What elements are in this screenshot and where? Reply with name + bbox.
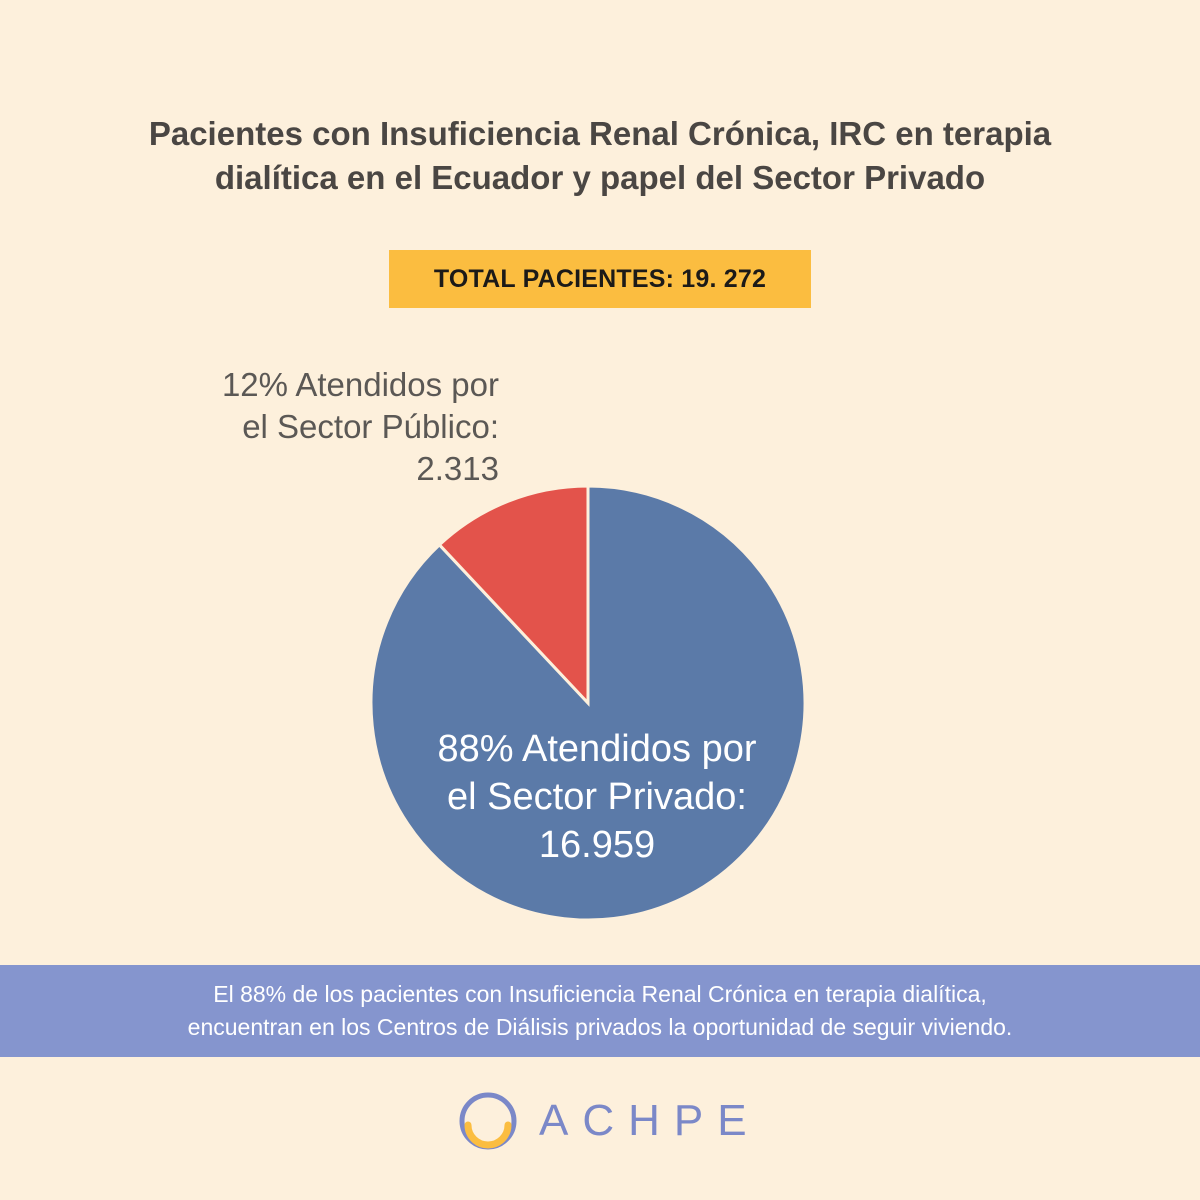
private-label-line-1: 88% Atendidos por [437, 728, 757, 770]
private-label-line-2: el Sector Privado: [447, 776, 747, 818]
summary-banner: El 88% de los pacientes con Insuficienci… [0, 965, 1200, 1057]
chart-title-line-1: Pacientes con Insuficiencia Renal Crónic… [148, 115, 1052, 152]
logo-text: ACHPE [539, 1096, 761, 1145]
public-label-line-1: 12% Atendidos por [221, 366, 499, 403]
achpe-logo: ACHPE [455, 1088, 761, 1154]
public-sector-label: 12% Atendidos por el Sector Público: 2.3… [139, 364, 499, 490]
public-label-line-3: 2.313 [416, 450, 499, 487]
chart-title-line-2: dialítica en el Ecuador y papel del Sect… [214, 159, 986, 196]
public-label-line-2: el Sector Público: [242, 408, 499, 445]
summary-line-2: encuentran en los Centros de Diálisis pr… [187, 1014, 1013, 1040]
private-sector-label: 88% Atendidos por el Sector Privado: 16.… [372, 725, 822, 869]
total-patients-badge: TOTAL PACIENTES: 19. 272 [389, 250, 811, 308]
private-label-line-3: 16.959 [538, 824, 656, 866]
pie-slice-public [437, 484, 590, 707]
chart-title: Pacientes con Insuficiencia Renal Crónic… [0, 112, 1200, 200]
achpe-ring-icon [459, 1092, 517, 1150]
summary-line-1: El 88% de los pacientes con Insuficienci… [213, 981, 987, 1007]
